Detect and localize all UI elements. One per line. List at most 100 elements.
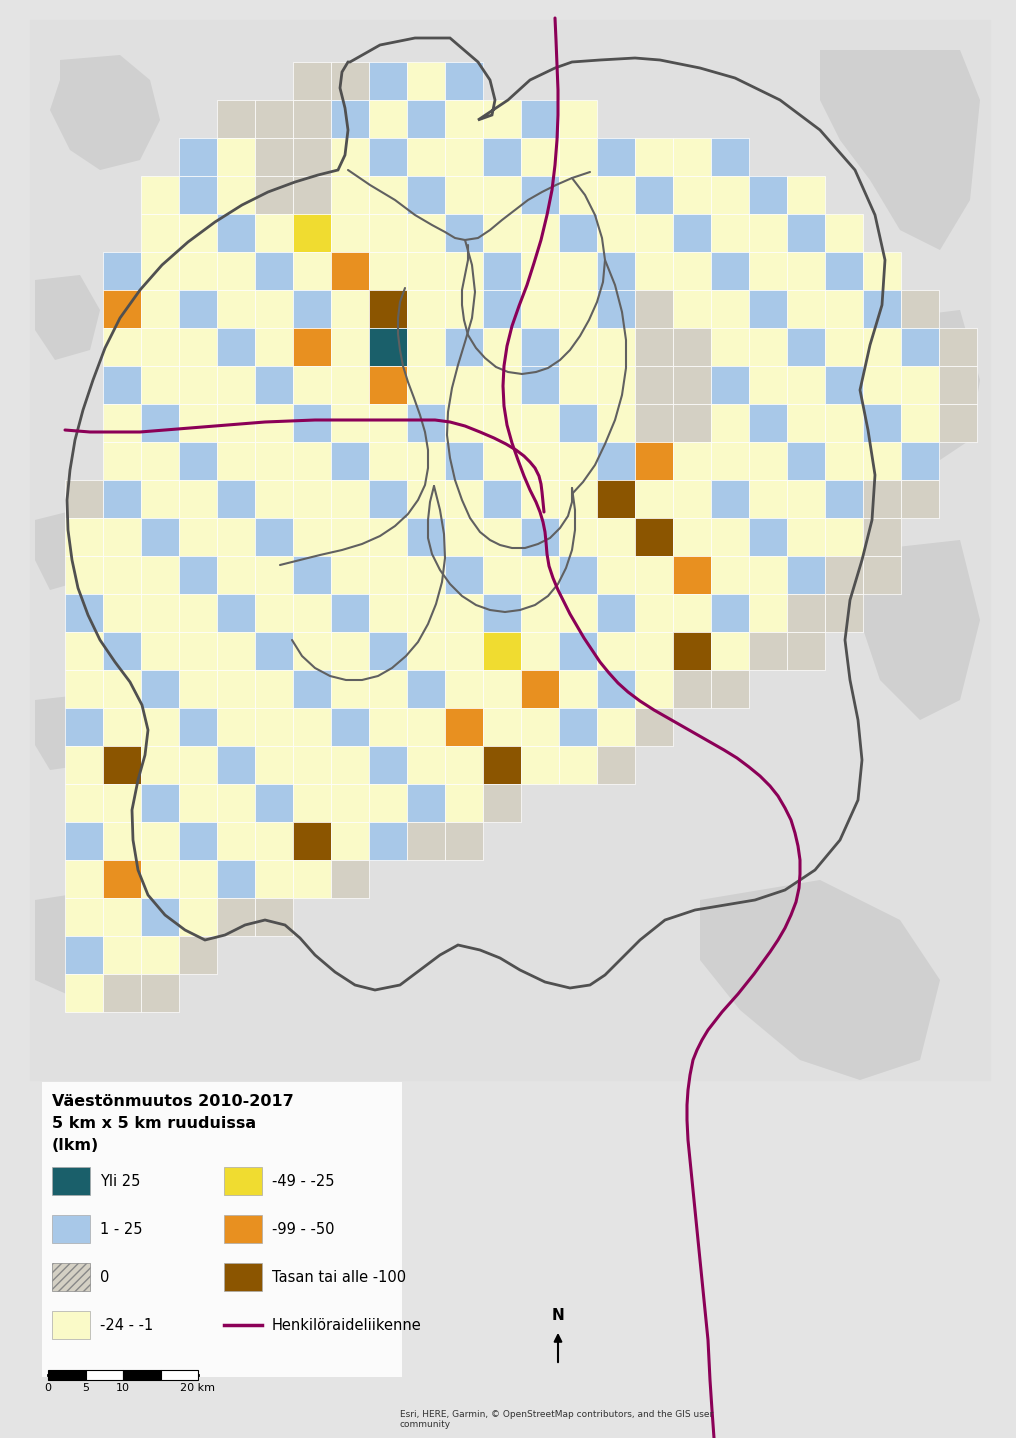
Bar bbox=[711, 138, 749, 175]
Bar bbox=[407, 480, 445, 518]
Bar bbox=[293, 175, 331, 214]
Bar bbox=[825, 480, 863, 518]
Text: 5: 5 bbox=[82, 1383, 89, 1393]
Bar bbox=[635, 138, 673, 175]
Bar bbox=[673, 290, 711, 328]
Bar bbox=[217, 557, 255, 594]
Bar bbox=[331, 746, 369, 784]
Bar bbox=[217, 823, 255, 860]
Polygon shape bbox=[860, 541, 980, 720]
Bar bbox=[559, 670, 597, 707]
Text: -24 - -1: -24 - -1 bbox=[100, 1317, 153, 1333]
Bar bbox=[711, 631, 749, 670]
Bar bbox=[407, 823, 445, 860]
Bar bbox=[369, 480, 407, 518]
Bar bbox=[673, 404, 711, 441]
Bar bbox=[141, 670, 179, 707]
Bar bbox=[369, 670, 407, 707]
Bar bbox=[85, 1370, 123, 1380]
Bar bbox=[521, 290, 559, 328]
Bar bbox=[65, 936, 103, 974]
Bar bbox=[331, 214, 369, 252]
Bar bbox=[255, 557, 293, 594]
Bar bbox=[255, 367, 293, 404]
Bar bbox=[483, 328, 521, 367]
Bar bbox=[407, 557, 445, 594]
Bar bbox=[711, 480, 749, 518]
Bar bbox=[103, 974, 141, 1012]
Bar bbox=[483, 367, 521, 404]
Polygon shape bbox=[880, 311, 980, 460]
Bar bbox=[217, 784, 255, 823]
Bar bbox=[293, 441, 331, 480]
Bar bbox=[939, 404, 977, 441]
Bar bbox=[863, 480, 901, 518]
Bar bbox=[255, 823, 293, 860]
Bar bbox=[597, 631, 635, 670]
Bar bbox=[559, 214, 597, 252]
Bar bbox=[635, 631, 673, 670]
Bar bbox=[141, 897, 179, 936]
Bar bbox=[597, 328, 635, 367]
Bar bbox=[141, 518, 179, 557]
Bar bbox=[787, 480, 825, 518]
Bar bbox=[48, 1370, 85, 1380]
Bar bbox=[52, 1215, 90, 1242]
Bar bbox=[597, 175, 635, 214]
Bar bbox=[863, 367, 901, 404]
Bar bbox=[749, 404, 787, 441]
Bar bbox=[749, 631, 787, 670]
Bar bbox=[787, 175, 825, 214]
Bar bbox=[65, 631, 103, 670]
Polygon shape bbox=[35, 275, 100, 360]
Bar bbox=[787, 518, 825, 557]
Bar bbox=[749, 290, 787, 328]
Bar bbox=[141, 367, 179, 404]
Bar bbox=[141, 823, 179, 860]
Bar bbox=[483, 707, 521, 746]
Bar bbox=[293, 823, 331, 860]
Bar bbox=[825, 367, 863, 404]
Bar bbox=[217, 101, 255, 138]
Bar bbox=[445, 480, 483, 518]
Bar bbox=[217, 404, 255, 441]
Bar bbox=[293, 557, 331, 594]
Bar bbox=[407, 707, 445, 746]
Bar bbox=[863, 404, 901, 441]
Bar bbox=[141, 557, 179, 594]
Bar bbox=[407, 328, 445, 367]
Bar bbox=[407, 594, 445, 631]
Bar bbox=[597, 252, 635, 290]
Bar bbox=[521, 175, 559, 214]
Bar bbox=[331, 290, 369, 328]
Bar bbox=[483, 101, 521, 138]
Bar bbox=[217, 746, 255, 784]
Bar bbox=[521, 101, 559, 138]
Bar bbox=[103, 367, 141, 404]
Text: Henkilöraideliikenne: Henkilöraideliikenne bbox=[272, 1317, 422, 1333]
Bar bbox=[217, 897, 255, 936]
Bar bbox=[141, 214, 179, 252]
Bar bbox=[293, 518, 331, 557]
Bar bbox=[863, 518, 901, 557]
Bar bbox=[787, 594, 825, 631]
Bar bbox=[673, 631, 711, 670]
Bar bbox=[331, 860, 369, 897]
Bar bbox=[141, 480, 179, 518]
Bar bbox=[711, 557, 749, 594]
Bar bbox=[255, 480, 293, 518]
Bar bbox=[407, 746, 445, 784]
Bar bbox=[217, 594, 255, 631]
Bar bbox=[331, 823, 369, 860]
Bar bbox=[711, 175, 749, 214]
Polygon shape bbox=[35, 890, 130, 999]
Bar bbox=[483, 404, 521, 441]
Bar bbox=[331, 631, 369, 670]
Bar bbox=[52, 1168, 90, 1195]
Bar bbox=[559, 138, 597, 175]
Bar bbox=[179, 557, 217, 594]
Bar bbox=[521, 214, 559, 252]
Bar bbox=[369, 290, 407, 328]
Bar bbox=[597, 214, 635, 252]
Bar bbox=[597, 518, 635, 557]
